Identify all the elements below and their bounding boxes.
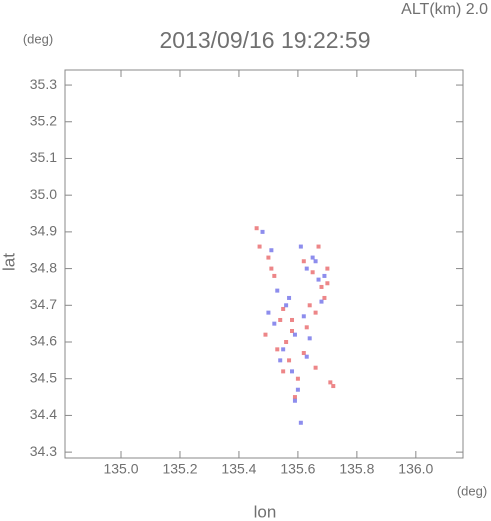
point: [322, 273, 327, 278]
point: [319, 284, 324, 289]
point: [322, 295, 327, 300]
point: [290, 317, 295, 322]
point: [325, 266, 330, 271]
point: [295, 376, 300, 381]
point: [272, 321, 277, 326]
x-tick-label: 135.0: [103, 461, 138, 477]
point: [328, 380, 333, 385]
x-unit: (deg): [457, 483, 487, 498]
point: [278, 358, 283, 363]
point: [290, 328, 295, 333]
point: [301, 351, 306, 356]
point: [304, 354, 309, 359]
point: [310, 255, 315, 260]
x-axis-label: lon: [254, 502, 277, 521]
point: [331, 384, 336, 389]
point: [307, 336, 312, 341]
point: [313, 365, 318, 370]
point: [272, 273, 277, 278]
point: [266, 310, 271, 315]
point: [281, 306, 286, 311]
x-tick-label: 135.6: [280, 461, 315, 477]
point: [292, 332, 297, 337]
chart-subtitle: 2013/09/16 19:22:59: [159, 27, 370, 53]
point: [290, 369, 295, 374]
chart-title: ALT(km) 2.0: [401, 1, 488, 18]
point: [319, 299, 324, 304]
point: [257, 244, 262, 249]
y-tick-label: 35.1: [30, 149, 57, 165]
y-tick-label: 34.4: [30, 406, 57, 422]
point: [292, 395, 297, 400]
point: [316, 277, 321, 282]
y-tick-label: 34.5: [30, 369, 57, 385]
y-tick-label: 34.7: [30, 296, 57, 312]
y-tick-label: 34.8: [30, 259, 57, 275]
point: [287, 358, 292, 363]
point: [310, 270, 315, 275]
point: [295, 387, 300, 392]
point: [325, 281, 330, 286]
point: [304, 325, 309, 330]
point: [307, 303, 312, 308]
point: [275, 347, 280, 352]
plot-frame: [64, 69, 464, 459]
point: [266, 255, 271, 260]
x-tick-label: 135.8: [339, 461, 374, 477]
point: [260, 229, 265, 234]
point: [281, 369, 286, 374]
point: [263, 332, 268, 337]
point: [275, 288, 280, 293]
y-tick-label: 34.9: [30, 223, 57, 239]
point: [301, 259, 306, 264]
point: [284, 303, 289, 308]
y-tick-label: 35.0: [30, 186, 57, 202]
y-tick-label: 34.6: [30, 333, 57, 349]
point: [284, 340, 289, 345]
point: [298, 244, 303, 249]
point: [269, 266, 274, 271]
point: [313, 310, 318, 315]
x-tick-label: 135.2: [162, 461, 197, 477]
point: [278, 317, 283, 322]
y-tick-label: 34.3: [30, 443, 57, 459]
point: [269, 248, 274, 253]
y-tick-label: 35.3: [30, 76, 57, 92]
x-tick-label: 135.4: [221, 461, 256, 477]
point: [254, 226, 259, 231]
point: [292, 398, 297, 403]
y-tick-label: 35.2: [30, 112, 57, 128]
y-unit: (deg): [23, 31, 53, 46]
point: [287, 295, 292, 300]
point: [298, 420, 303, 425]
point: [316, 244, 321, 249]
point: [313, 259, 318, 264]
point: [304, 266, 309, 271]
x-tick-label: 136.0: [398, 461, 433, 477]
y-axis-label: lat: [0, 253, 18, 271]
point: [281, 347, 286, 352]
point: [301, 314, 306, 319]
